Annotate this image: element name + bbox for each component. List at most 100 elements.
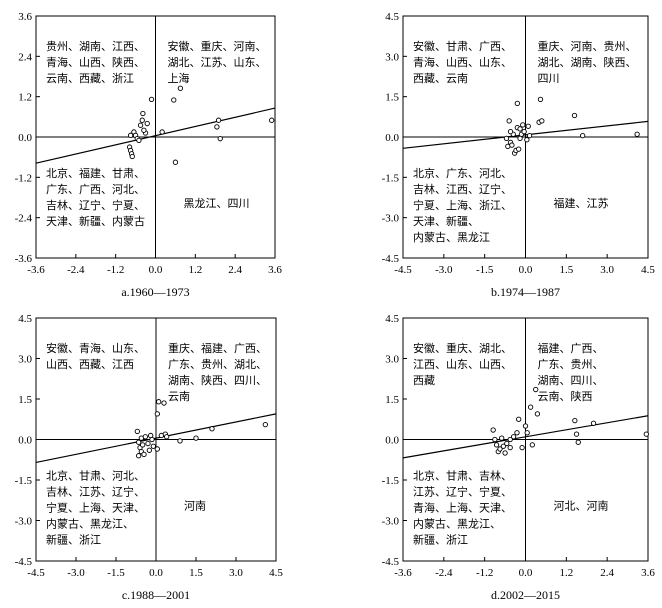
- panel-4-data-point: [575, 439, 581, 445]
- panel-1-data-point: [214, 124, 220, 130]
- panel-2-data-point: [509, 142, 515, 148]
- panel-4-data-point: [522, 423, 529, 429]
- panel-4-caption: d.2002—2015: [491, 588, 560, 602]
- panel-3-y-tick-label: 4.5: [18, 313, 32, 325]
- panel-4-quadrant-top-left-text: 安徽、重庆、湖北、: [413, 341, 512, 355]
- panel-3-x-tick-label: 4.5: [269, 567, 283, 579]
- panel-1-data-point: [171, 97, 177, 103]
- panel-3-data-point: [177, 438, 183, 444]
- panel-4-data-point: [514, 430, 520, 436]
- panel-3-y-tick-label: 1.5: [18, 394, 32, 406]
- panel-4-y-tick-label: -4.5: [382, 556, 400, 568]
- panel-3-data-point: [146, 447, 152, 453]
- panel-3-x-tick-label: -4.5: [27, 567, 45, 579]
- panel-1-data-point: [140, 110, 146, 117]
- panel-1-y-tick-label: 1.2: [18, 92, 32, 104]
- panel-4-quadrant-top-right-text: 云南、陕西: [538, 389, 593, 403]
- panel-4-data-point: [573, 431, 580, 437]
- panel-4-quadrant-bottom-left-text: 江苏、辽宁、宁夏、: [413, 485, 512, 499]
- panel-1-x-tick-label: 0.0: [149, 264, 163, 276]
- panel-1-y-tick-label: 0.0: [18, 132, 32, 144]
- panel-3-x-tick-label: 1.5: [189, 567, 203, 579]
- panel-1-y-tick-label: 3.6: [18, 11, 32, 23]
- panel-2-quadrant-bottom-left-text: 宁夏、上海、浙江、: [413, 198, 512, 212]
- panel-3-data-point: [150, 443, 156, 449]
- panel-1-quadrant-top-left-text: 青海、山西、陕西、: [46, 55, 145, 69]
- panel-4-data-point: [533, 386, 539, 393]
- panel-2-data-point: [517, 126, 523, 132]
- panel-1-y-tick-label: 2.4: [18, 51, 32, 63]
- panel-3-data-point: [141, 451, 147, 457]
- panel-3-quadrant-bottom-left-text: 内蒙古、黑龙江、: [46, 517, 134, 531]
- panel-2-x-tick-label: 1.5: [559, 264, 573, 276]
- panel-3-quadrant-bottom-right-text: 河南: [184, 500, 206, 513]
- panel-1-data-point: [269, 117, 275, 123]
- panel-4-quadrant-bottom-right-text: 河北、河南: [554, 500, 609, 513]
- panel-3-quadrant-top-left-text: 安徽、青海、山东、: [46, 341, 145, 355]
- panel-1-x-tick-label: 1.2: [188, 264, 202, 276]
- panel-2-data-point: [521, 128, 527, 135]
- panel-3-y-tick-label: 0.0: [18, 435, 32, 447]
- panel-2-data-point: [506, 118, 512, 124]
- panel-4-y-tick-label: -1.5: [382, 475, 400, 487]
- panel-3-data-point: [136, 453, 142, 459]
- panel-2-data-point: [516, 146, 522, 152]
- panel-2-data-point: [514, 100, 520, 107]
- panel-2-quadrant-bottom-left-text: 吉林、江西、辽宁、: [413, 182, 512, 196]
- panel-3-y-tick-label: -1.5: [15, 475, 33, 487]
- panel-4-data-point: [524, 430, 530, 436]
- panel-1-data-point: [159, 129, 165, 135]
- panel-2-y-tick-label: 0.0: [385, 132, 399, 144]
- panel-3-data-point: [154, 411, 160, 417]
- panel-2-quadrant-top-right-text: 重庆、河南、贵州、: [538, 39, 637, 53]
- panel-4-data-point: [643, 431, 649, 437]
- panel-3-data-point: [145, 440, 151, 447]
- panel-3-quadrant-top-left-text: 山西、西藏、江西: [46, 358, 134, 371]
- panel-2-quadrant-bottom-left-text: 内蒙古、黑龙江: [413, 230, 490, 244]
- panel-4-y-tick-label: -3.0: [382, 516, 400, 528]
- panel-2-y-tick-label: -3.0: [382, 213, 400, 225]
- panel-3-data-point: [164, 434, 170, 440]
- panel-4-quadrant-top-right-text: 福建、广西、: [538, 341, 604, 355]
- panel-1-quadrant-bottom-left-text: 天津、新疆、内蒙古: [46, 214, 145, 228]
- panel-4-x-tick-label: 2.4: [600, 567, 614, 579]
- panel-1-x-tick-label: -1.2: [107, 264, 124, 276]
- panel-2-x-tick-label: 3.0: [600, 264, 614, 276]
- panel-1-data-point: [144, 120, 150, 127]
- panel-4-quadrant-top-right-text: 广东、贵州、: [538, 358, 604, 371]
- panel-2-data-point: [539, 118, 545, 124]
- panel-1-y-tick-label: -2.4: [15, 213, 33, 225]
- panel-1-quadrant-top-left-text: 云南、西藏、浙江: [46, 72, 134, 85]
- panel-4-regression-line: [402, 415, 649, 459]
- panel-3-data-point: [134, 428, 140, 435]
- panel-4-data-point: [490, 427, 496, 433]
- panel-2-quadrant-top-left-text: 青海、山西、山东、: [413, 55, 512, 69]
- panel-1-x-tick-label: 3.6: [268, 264, 282, 276]
- panel-3-quadrant-bottom-left-text: 宁夏、上海、天津、: [46, 501, 145, 515]
- panel-3-data-point: [262, 421, 268, 428]
- panel-2-data-point: [634, 131, 640, 137]
- panel-4-data-point: [529, 442, 535, 448]
- panel-4-data-point: [590, 420, 597, 426]
- panel-1-y-tick-label: -1.2: [15, 172, 32, 184]
- panel-2-data-point: [517, 135, 523, 141]
- panel-3-data-point: [142, 434, 148, 440]
- panel-2-x-tick-label: -1.5: [476, 264, 494, 276]
- panel-4-quadrant-bottom-left-text: 新疆、浙江: [413, 533, 468, 547]
- panel-4-x-tick-label: 3.6: [641, 567, 655, 579]
- panel-4-y-tick-label: 1.5: [385, 394, 399, 406]
- panel-1-quadrant-top-right-text: 上海: [168, 71, 190, 85]
- panel-2-regression-line: [402, 120, 649, 149]
- panel-3-caption: c.1988—2001: [122, 588, 190, 602]
- panel-2-quadrant-top-right-text: 湖北、湖南、陕西、: [538, 55, 637, 69]
- panel-1-data-point: [172, 159, 179, 165]
- panel-2-x-tick-label: -3.0: [435, 264, 453, 276]
- panel-3-x-tick-label: -3.0: [67, 567, 85, 579]
- panel-4-quadrant-top-right-text: 湖南、四川、: [538, 374, 604, 387]
- panel-2-data-point: [524, 137, 530, 143]
- panel-3-data-point: [193, 435, 199, 441]
- panel-4-x-tick-label: 1.2: [559, 567, 573, 579]
- panel-4-x-tick-label: -1.2: [476, 567, 493, 579]
- panel-3-x-tick-label: 0.0: [149, 567, 163, 579]
